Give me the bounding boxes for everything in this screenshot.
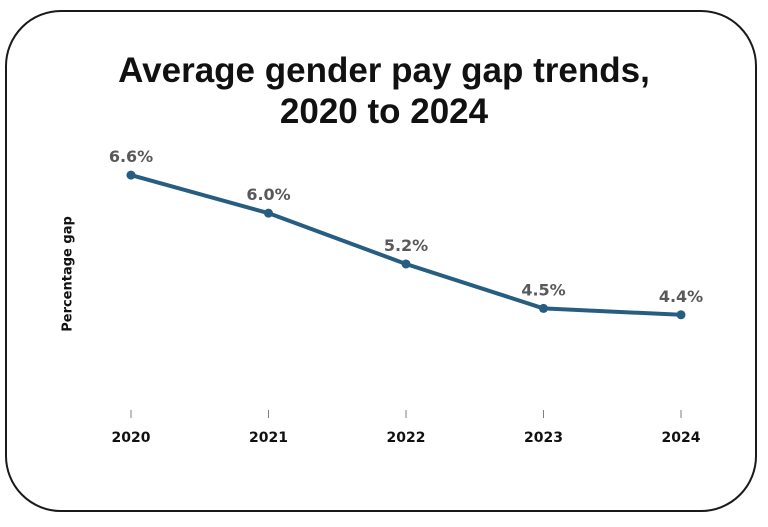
x-tick-label: 2020 bbox=[112, 430, 151, 446]
data-point bbox=[676, 310, 686, 320]
data-label: 6.0% bbox=[246, 185, 290, 204]
data-point bbox=[401, 259, 411, 269]
data-label: 4.4% bbox=[659, 287, 703, 306]
data-point bbox=[264, 208, 273, 218]
data-point bbox=[126, 170, 136, 180]
data-label: 6.6% bbox=[109, 147, 153, 166]
data-label: 4.5% bbox=[521, 280, 565, 299]
x-tick-label: 2022 bbox=[387, 430, 426, 446]
x-tick-label: 2024 bbox=[662, 430, 701, 446]
x-tick-label: 2021 bbox=[249, 430, 288, 446]
chart-title-line-1: Average gender pay gap trends, bbox=[118, 51, 650, 90]
data-point bbox=[539, 303, 548, 313]
chart-title: Average gender pay gap trends, 2020 to 2… bbox=[0, 50, 768, 132]
data-label: 5.2% bbox=[384, 236, 428, 255]
chart-title-line-2: 2020 to 2024 bbox=[279, 92, 489, 131]
chart-frame bbox=[5, 10, 757, 512]
x-tick-label: 2023 bbox=[524, 430, 563, 446]
